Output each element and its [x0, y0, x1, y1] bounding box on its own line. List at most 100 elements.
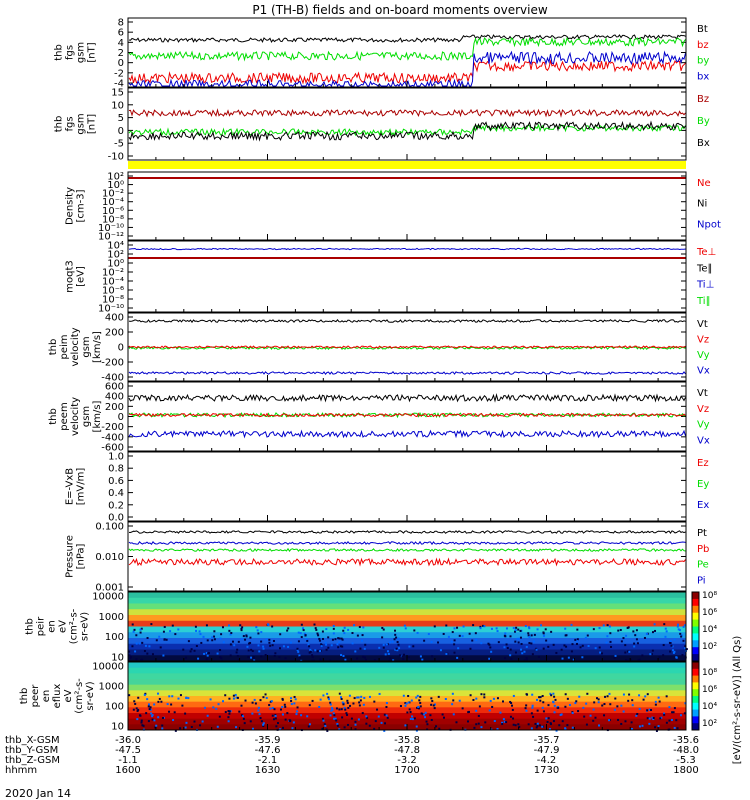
spectrogram-speckle [523, 659, 526, 662]
spectrogram-speckle [478, 705, 481, 708]
spectrogram-speckle [646, 717, 649, 720]
spectrogram-speckle [452, 699, 455, 702]
spectrogram-speckle [155, 724, 158, 727]
spectrogram-speckle [297, 650, 300, 653]
spectrogram-speckle [202, 635, 205, 638]
spectrogram-speckle [203, 706, 206, 709]
spectrogram-speckle [262, 723, 265, 726]
panel-efield: E=-VxB[mV/m] 1.00.80.60.40.2 0.0 Ez Ey Ex [65, 452, 710, 524]
spectrogram-speckle [364, 643, 367, 646]
spectrogram-speckle [241, 715, 244, 718]
spectrogram-speckle [664, 635, 667, 638]
spectrogram-speckle [378, 646, 381, 649]
spectrogram-speckle [290, 703, 293, 706]
trace-Vx [128, 429, 686, 439]
colorbar-swatch [692, 689, 699, 697]
spectrogram-speckle [296, 649, 299, 652]
spectrogram-speckle [251, 727, 254, 730]
spectrogram-speckle [336, 724, 339, 727]
y-tick-label: 10² [107, 172, 124, 183]
spectrogram-speckle [641, 654, 644, 657]
spectrogram-speckle [284, 705, 287, 708]
spectrogram-speckle [249, 641, 252, 644]
spectrogram-speckle [606, 624, 609, 627]
spectrogram-speckle [513, 630, 516, 633]
colorbar-swatch [692, 682, 699, 690]
spectrogram-speckle [205, 658, 208, 661]
spectrogram-speckle [488, 643, 491, 646]
spectrogram-speckle [250, 648, 253, 651]
spectrogram-speckle [634, 634, 637, 637]
spectrogram-speckle [525, 709, 528, 712]
spectrogram-speckle [319, 698, 322, 701]
spectrogram-speckle [325, 728, 328, 731]
spectrogram-speckle [635, 714, 638, 717]
spectrogram-speckle [665, 721, 668, 724]
spectrogram-speckle [419, 695, 422, 698]
spectrogram-speckle [324, 724, 327, 727]
spectrogram-speckle [318, 705, 321, 708]
ylabel-line: eV [58, 620, 69, 633]
spectrogram-speckle [259, 717, 262, 720]
spectrogram-speckle [483, 693, 486, 696]
spectrogram-speckle [477, 714, 480, 717]
spectrogram-speckle [321, 637, 324, 640]
spectrogram-speckle [143, 693, 146, 696]
spectrogram-speckle [240, 629, 243, 632]
ylabel-line: (cm²-s- [74, 678, 85, 714]
ylabel-line: moqt3 [65, 260, 76, 293]
spectrogram-speckle [430, 703, 433, 706]
spectrogram-speckle [608, 692, 611, 695]
spectrogram-speckle [574, 702, 577, 705]
spectrogram-speckle [315, 628, 318, 631]
spectrogram-speckle [579, 646, 582, 649]
spectrogram-speckle [158, 697, 161, 700]
spectrogram-speckle [581, 644, 584, 647]
x-tick-label: -35.7 [534, 735, 560, 746]
spectrogram-speckle [264, 693, 267, 696]
spectrogram-speckle [151, 714, 154, 717]
spectrogram-speckle [361, 712, 364, 715]
spectrogram-speckle [555, 729, 558, 732]
spectrogram-speckle [335, 719, 338, 722]
spectrogram-speckle [341, 716, 344, 719]
spectrogram-speckle [323, 723, 326, 726]
spectrogram-speckle [354, 720, 357, 723]
spectrogram-speckle [542, 634, 545, 637]
spectrogram-speckle [570, 623, 573, 626]
spectrogram-speckle [405, 702, 408, 705]
spectrogram-speckle [279, 647, 282, 650]
spectrogram-speckle [228, 624, 231, 627]
trace-Pe [128, 547, 686, 553]
spectrogram-speckle [638, 658, 641, 661]
colorbar-tick: 10⁴ [702, 702, 717, 712]
spectrogram-speckle [353, 697, 356, 700]
spectrogram-speckle [594, 647, 597, 650]
spectrogram-speckle [357, 696, 360, 699]
ylabel-line: velocity [70, 327, 81, 366]
spectrogram-speckle [668, 706, 671, 709]
spectrogram-speckle [663, 623, 666, 626]
spectrogram-speckle [489, 646, 492, 649]
spectrogram-speckle [509, 715, 512, 718]
spectrogram-speckle [319, 650, 322, 653]
spectrogram-speckle [163, 638, 166, 641]
spectrogram-speckle [504, 632, 507, 635]
spectrogram-band [128, 597, 686, 604]
spectrogram-speckle [222, 626, 225, 629]
trace-Vt [128, 319, 686, 324]
spectrogram-speckle [564, 728, 567, 731]
spectrogram-speckle [187, 640, 190, 643]
spectrogram-speckle [272, 639, 275, 642]
spectrogram-speckle [643, 636, 646, 639]
spectrogram-speckle [575, 642, 578, 645]
spectrogram-speckle [438, 727, 441, 730]
spectrogram-speckle [617, 629, 620, 632]
spectrogram-speckle [359, 699, 362, 702]
spectrogram-speckle [525, 704, 528, 707]
spectrogram-speckle [659, 717, 662, 720]
spectrogram-speckle [199, 633, 202, 636]
spectrogram-speckle [677, 623, 680, 626]
colorbar-swatch [692, 598, 699, 607]
spectrogram-speckle [516, 637, 519, 640]
